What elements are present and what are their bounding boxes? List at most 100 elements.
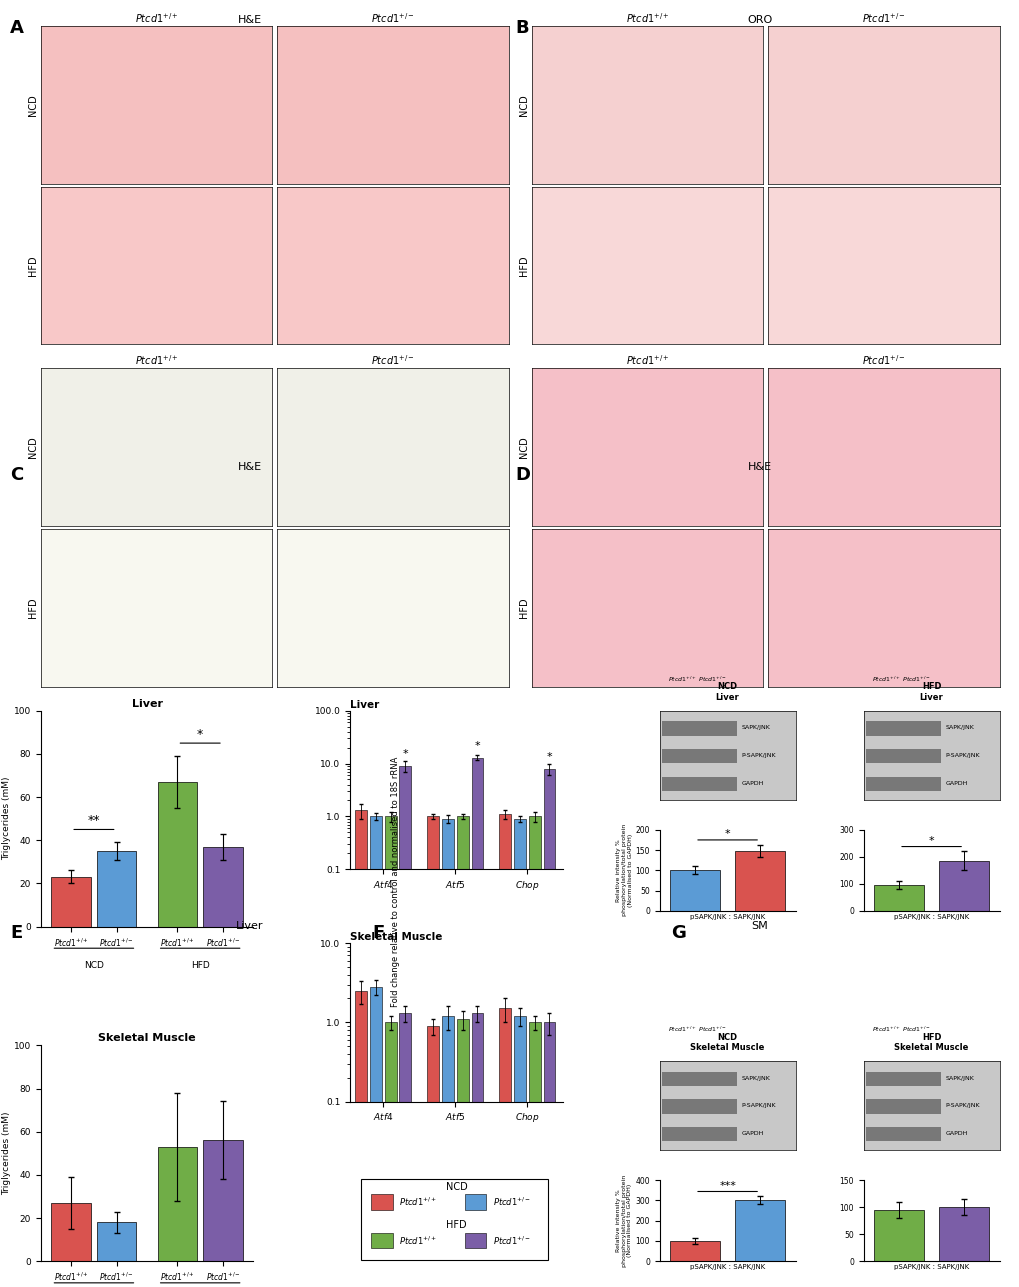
Bar bbox=[865, 1099, 941, 1113]
Bar bbox=[371, 1194, 392, 1210]
Bar bbox=[873, 885, 923, 911]
Text: $\it{Ptcd1}$$^{+/+}$: $\it{Ptcd1}$$^{+/+}$ bbox=[398, 1234, 437, 1247]
Bar bbox=[457, 816, 468, 1287]
Bar bbox=[355, 991, 367, 1287]
Text: Skeletal Muscle: Skeletal Muscle bbox=[350, 932, 442, 942]
Text: A: A bbox=[10, 19, 24, 37]
Bar bbox=[158, 1147, 197, 1261]
Bar bbox=[661, 1099, 737, 1113]
Y-axis label: HFD: HFD bbox=[519, 255, 529, 275]
Bar bbox=[514, 1015, 526, 1287]
Text: NCD: NCD bbox=[445, 1183, 467, 1192]
Text: P-SAPK/JNK: P-SAPK/JNK bbox=[945, 1103, 979, 1108]
Text: SM: SM bbox=[751, 921, 767, 932]
Text: $\it{Ptcd1}$$^{+/+}$: $\it{Ptcd1}$$^{+/+}$ bbox=[398, 1196, 437, 1208]
Title: HFD
Liver: HFD Liver bbox=[919, 682, 943, 701]
Y-axis label: Triglycerides (mM): Triglycerides (mM) bbox=[2, 1112, 11, 1196]
Y-axis label: HFD: HFD bbox=[519, 597, 529, 618]
Bar bbox=[529, 1022, 540, 1287]
Bar bbox=[735, 851, 785, 911]
Text: $\it{Ptcd1}$$^{+/+}$ $\it{Ptcd1}$$^{+/-}$: $\it{Ptcd1}$$^{+/+}$ $\it{Ptcd1}$$^{+/-}… bbox=[667, 674, 727, 683]
Text: HFD: HFD bbox=[191, 961, 209, 970]
Text: ***: *** bbox=[718, 1180, 736, 1190]
Bar bbox=[371, 1233, 392, 1248]
Text: $\it{Ptcd1}$$^{+/+}$ $\it{Ptcd1}$$^{+/-}$: $\it{Ptcd1}$$^{+/+}$ $\it{Ptcd1}$$^{+/-}… bbox=[667, 1024, 727, 1035]
Text: NCD: NCD bbox=[84, 961, 104, 970]
Title: $Ptcd1^{+/+}$: $Ptcd1^{+/+}$ bbox=[626, 354, 668, 368]
Y-axis label: HFD: HFD bbox=[28, 255, 38, 275]
Text: H&E: H&E bbox=[747, 462, 771, 472]
Text: H&E: H&E bbox=[237, 462, 262, 472]
Text: F: F bbox=[372, 924, 384, 942]
Text: SAPK/JNK: SAPK/JNK bbox=[741, 1076, 769, 1081]
X-axis label: pSAPK/JNK : SAPK/JNK: pSAPK/JNK : SAPK/JNK bbox=[893, 914, 968, 920]
Bar bbox=[669, 870, 719, 911]
Text: C: C bbox=[10, 466, 23, 484]
Text: D: D bbox=[515, 466, 530, 484]
Text: Liver: Liver bbox=[236, 921, 263, 932]
Title: $Ptcd1^{+/-}$: $Ptcd1^{+/-}$ bbox=[371, 12, 415, 24]
Bar bbox=[661, 722, 737, 736]
Bar bbox=[457, 1019, 468, 1287]
Bar bbox=[51, 876, 91, 927]
Text: SAPK/JNK: SAPK/JNK bbox=[945, 725, 973, 730]
Text: SAPK/JNK: SAPK/JNK bbox=[945, 1076, 973, 1081]
Bar bbox=[499, 1008, 511, 1287]
Y-axis label: HFD: HFD bbox=[28, 597, 38, 618]
Text: SAPK/JNK: SAPK/JNK bbox=[741, 725, 769, 730]
Title: $Ptcd1^{+/+}$: $Ptcd1^{+/+}$ bbox=[135, 12, 178, 24]
Bar bbox=[865, 777, 941, 792]
Bar bbox=[441, 1015, 453, 1287]
Title: $Ptcd1^{+/+}$: $Ptcd1^{+/+}$ bbox=[135, 354, 178, 368]
Bar bbox=[471, 1013, 483, 1287]
Bar bbox=[355, 811, 367, 1287]
Title: $Ptcd1^{+/+}$: $Ptcd1^{+/+}$ bbox=[626, 12, 668, 24]
Bar bbox=[465, 1233, 486, 1248]
Bar bbox=[361, 1179, 547, 1260]
Text: $\it{Ptcd1}$$^{+/-}$: $\it{Ptcd1}$$^{+/-}$ bbox=[492, 1234, 530, 1247]
Bar bbox=[499, 815, 511, 1287]
Text: $\it{Ptcd1}$$^{+/+}$ $\it{Ptcd1}$$^{+/-}$: $\it{Ptcd1}$$^{+/+}$ $\it{Ptcd1}$$^{+/-}… bbox=[871, 674, 930, 683]
Bar bbox=[427, 816, 439, 1287]
Text: **: ** bbox=[88, 815, 100, 828]
Text: *: * bbox=[928, 835, 933, 846]
Text: *: * bbox=[197, 728, 203, 741]
Bar bbox=[203, 847, 243, 927]
Title: $Ptcd1^{+/-}$: $Ptcd1^{+/-}$ bbox=[861, 12, 905, 24]
Bar bbox=[158, 782, 197, 927]
Text: *: * bbox=[725, 829, 730, 839]
Bar bbox=[865, 749, 941, 763]
Title: Skeletal Muscle: Skeletal Muscle bbox=[98, 1033, 196, 1044]
Y-axis label: Relative intensity %
phosphorylation/total protein
(Normalised to GAPDH): Relative intensity % phosphorylation/tot… bbox=[615, 1175, 632, 1266]
Text: *: * bbox=[474, 740, 480, 750]
Text: ORO: ORO bbox=[747, 15, 771, 26]
Title: Liver: Liver bbox=[131, 699, 162, 709]
Bar bbox=[97, 1223, 137, 1261]
Y-axis label: NCD: NCD bbox=[28, 94, 38, 116]
Bar bbox=[465, 1194, 486, 1210]
Bar bbox=[399, 1013, 411, 1287]
Text: $\it{Ptcd1}$$^{+/-}$: $\it{Ptcd1}$$^{+/-}$ bbox=[492, 1196, 530, 1208]
Title: $Ptcd1^{+/-}$: $Ptcd1^{+/-}$ bbox=[371, 354, 415, 368]
Text: GAPDH: GAPDH bbox=[741, 780, 763, 785]
Text: *: * bbox=[546, 752, 551, 762]
Bar bbox=[51, 1203, 91, 1261]
Y-axis label: Triglycerides (mM): Triglycerides (mM) bbox=[2, 777, 11, 861]
Bar bbox=[865, 1127, 941, 1142]
Text: Liver: Liver bbox=[350, 700, 379, 710]
Y-axis label: Relative intensity %
phosphorylation/total protein
(Normalised to GAPDH): Relative intensity % phosphorylation/tot… bbox=[615, 824, 632, 916]
Bar bbox=[865, 1072, 941, 1086]
Title: $Ptcd1^{+/-}$: $Ptcd1^{+/-}$ bbox=[861, 354, 905, 368]
Bar bbox=[543, 1022, 554, 1287]
Bar bbox=[399, 766, 411, 1287]
Bar bbox=[427, 1026, 439, 1287]
Text: E: E bbox=[10, 924, 22, 942]
Bar bbox=[543, 768, 554, 1287]
Title: HFD
Skeletal Muscle: HFD Skeletal Muscle bbox=[894, 1032, 968, 1051]
Text: GAPDH: GAPDH bbox=[741, 1131, 763, 1136]
Bar bbox=[384, 1022, 396, 1287]
Bar bbox=[669, 1241, 719, 1261]
Y-axis label: NCD: NCD bbox=[28, 436, 38, 458]
Y-axis label: NCD: NCD bbox=[519, 436, 529, 458]
Bar bbox=[661, 749, 737, 763]
